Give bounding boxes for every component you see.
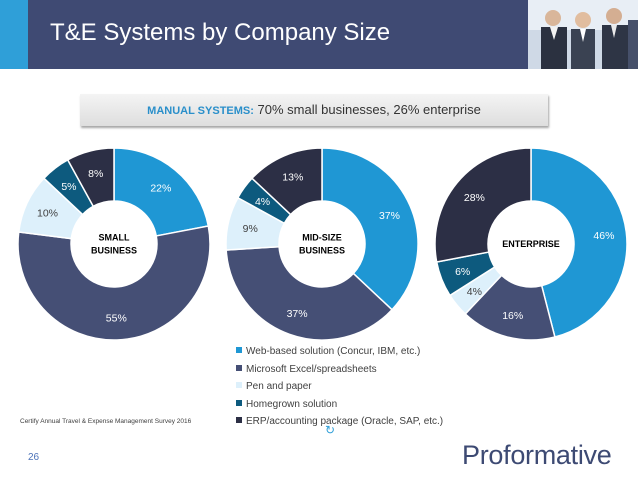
donut-1-center-label: SMALL: [99, 233, 130, 243]
legend-swatch-excel: [236, 364, 242, 371]
donut-3-data-label-web: 46%: [593, 230, 614, 242]
donut-1-data-label-homegrown: 5%: [61, 181, 76, 193]
donut-3-data-label-excel: 16%: [502, 310, 523, 322]
title-accent-bar: [0, 0, 28, 69]
donut-1-slice-web: [113, 147, 210, 237]
legend-label-web: Web-based solution (Concur, IBM, etc.): [246, 346, 421, 357]
donut-3-slice-erp: [434, 147, 532, 263]
legend-item-erp: ERP/accounting package (Oracle, SAP, etc…: [236, 416, 443, 434]
legend-item-excel: Microsoft Excel/spreadsheets: [236, 364, 443, 382]
donut-2-center-label: MID-SIZE: [302, 233, 342, 243]
donut-1-slice-excel: [17, 225, 211, 341]
legend-item-web: Web-based solution (Concur, IBM, etc.): [236, 346, 443, 364]
legend-label-homegrown: Homegrown solution: [246, 398, 338, 410]
donut-1-data-label-excel: 55%: [106, 312, 127, 324]
legend-label-excel: Microsoft Excel/spreadsheets: [246, 363, 377, 375]
legend-swatch-web: [236, 347, 242, 353]
refresh-icon: ↻: [325, 423, 336, 437]
title-bar: T&E Systems by Company Size: [0, 0, 638, 69]
donut-2-data-label-excel: 37%: [287, 308, 308, 320]
legend-item-homegrown: Homegrown solution: [236, 399, 443, 417]
donut-2-data-label-homegrown: 4%: [255, 196, 270, 208]
legend-swatch-erp: [236, 417, 242, 423]
donut-2-data-label-paper: 9%: [243, 223, 258, 235]
donut-3-data-label-paper: 4%: [467, 286, 482, 298]
donut-3-center-label: ENTERPRISE: [502, 239, 560, 249]
donut-charts: 22% 55% 10% 5% 8% SMALL BUSINESS 37% 37% 9% 4% 13% M…: [17, 147, 628, 341]
callout-value-text: 70% small businesses, 26% enterprise: [253, 102, 481, 117]
donut-3-data-label-erp: 28%: [464, 192, 485, 204]
manual-systems-callout: MANUAL SYSTEMS: 70% small businesses, 26…: [80, 94, 548, 126]
business-people-photo: [528, 0, 638, 69]
donut-2-center-label: BUSINESS: [299, 246, 345, 256]
donut-1-center-label: BUSINESS: [91, 246, 137, 256]
donut-2-data-label-erp: 13%: [282, 172, 303, 184]
legend-label-erp: ERP/accounting package (Oracle, SAP, etc…: [246, 416, 444, 427]
source-note: Certify Annual Travel & Expense Manageme…: [20, 418, 192, 425]
callout-text: MANUAL SYSTEMS: 70% small businesses, 26…: [80, 102, 548, 117]
page-number: 26: [28, 452, 40, 463]
legend-swatch-homegrown: [236, 399, 242, 406]
callout-label: MANUAL SYSTEMS:: [147, 105, 254, 117]
donut-1-data-label-erp: 8%: [88, 168, 103, 180]
legend: Web-based solution (Concur, IBM, etc.) M…: [236, 346, 443, 434]
proformative-logo: Proformative: [462, 440, 612, 470]
donut-2-slice-excel: [225, 245, 394, 341]
donut-2-slice-erp: [250, 147, 323, 216]
donut-2-slice-web: [321, 147, 419, 311]
donut-3-slice-web: [530, 147, 628, 338]
legend-item-paper: Pen and paper: [236, 381, 443, 399]
legend-swatch-paper: [236, 382, 242, 388]
donut-1-data-label-web: 22%: [150, 182, 171, 194]
donut-3-data-label-homegrown: 6%: [455, 266, 470, 278]
donut-2-data-label-web: 37%: [379, 210, 400, 222]
slide-title: T&E Systems by Company Size: [50, 19, 391, 46]
donut-1-data-label-paper: 10%: [37, 208, 58, 220]
legend-label-paper: Pen and paper: [246, 381, 312, 392]
donut-1-slice-erp: [66, 147, 115, 208]
